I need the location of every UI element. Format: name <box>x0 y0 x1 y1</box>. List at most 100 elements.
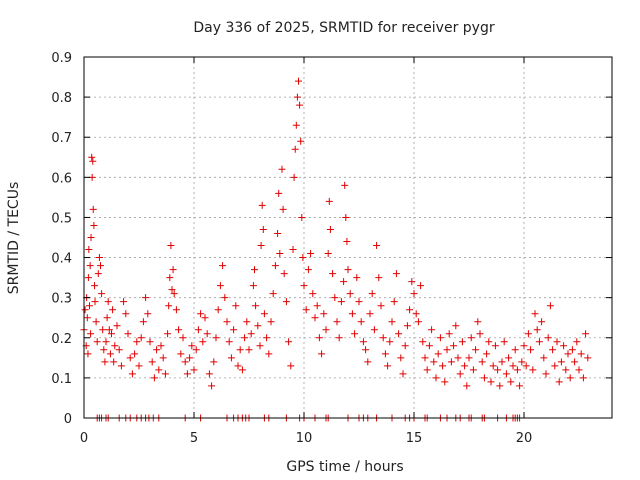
data-point <box>99 326 107 334</box>
data-point <box>146 338 154 346</box>
data-point <box>137 334 145 342</box>
data-point <box>313 302 321 310</box>
y-tick-label: 0.8 <box>51 91 72 106</box>
data-point <box>544 334 552 342</box>
data-point <box>551 362 559 370</box>
data-point <box>450 342 458 350</box>
data-point <box>232 302 240 310</box>
data-point <box>298 213 306 221</box>
data-point <box>87 330 95 338</box>
data-point <box>496 382 504 390</box>
data-point <box>87 234 95 241</box>
data-point <box>92 318 100 326</box>
data-point <box>133 338 141 346</box>
data-point <box>489 362 497 370</box>
data-point <box>299 254 307 262</box>
data-point <box>304 266 312 274</box>
data-point <box>257 242 265 250</box>
data-point <box>343 238 351 246</box>
data-point <box>399 370 407 378</box>
data-point <box>392 270 400 278</box>
data-point <box>172 306 180 314</box>
data-point <box>102 338 110 346</box>
data-point <box>212 334 220 342</box>
data-point <box>564 350 572 358</box>
data-point <box>271 262 279 270</box>
data-point <box>91 282 99 290</box>
data-point <box>297 137 305 145</box>
data-point <box>463 382 471 390</box>
y-tick-label: 0.3 <box>51 292 72 307</box>
data-point <box>403 322 411 330</box>
data-point <box>122 310 130 318</box>
x-tick-label: 15 <box>406 431 423 446</box>
data-point <box>155 366 163 374</box>
data-point <box>186 354 194 362</box>
data-point <box>379 334 387 342</box>
data-point <box>408 278 416 286</box>
data-point <box>179 334 187 342</box>
data-point <box>258 201 266 209</box>
data-point <box>192 346 200 354</box>
data-point <box>386 338 394 346</box>
grid-lines <box>84 57 612 418</box>
data-point <box>555 378 563 386</box>
data-point <box>368 290 376 298</box>
data-point <box>109 306 117 314</box>
data-point <box>117 362 125 370</box>
data-point <box>568 346 576 354</box>
data-point <box>516 382 524 390</box>
data-point <box>573 338 581 346</box>
data-point <box>364 358 372 366</box>
data-point <box>579 374 587 382</box>
data-point <box>584 354 592 362</box>
data-point <box>406 306 414 314</box>
data-point <box>524 330 532 338</box>
data-point <box>259 225 267 233</box>
data-point <box>562 366 570 374</box>
data-point <box>276 250 284 258</box>
data-point <box>265 350 273 358</box>
chart-title: Day 336 of 2025, SRMTID for receiver pyg… <box>193 20 494 36</box>
data-point <box>89 157 97 165</box>
data-point <box>124 330 132 338</box>
data-point <box>498 358 506 366</box>
x-tick-label: 20 <box>516 431 533 446</box>
data-point <box>86 302 93 310</box>
data-point <box>355 298 363 306</box>
data-point <box>285 338 293 346</box>
data-point <box>335 334 343 342</box>
data-point <box>320 310 328 318</box>
data-point <box>131 350 139 358</box>
data-point <box>168 286 176 294</box>
data-point <box>348 310 356 318</box>
x-tick-label: 5 <box>190 431 198 446</box>
data-point <box>280 270 288 278</box>
data-point <box>84 350 92 358</box>
data-point <box>351 330 359 338</box>
data-point <box>126 354 134 362</box>
data-point <box>181 358 189 366</box>
data-point <box>324 250 332 258</box>
data-point <box>388 318 396 326</box>
y-tick-label: 0.1 <box>51 372 72 387</box>
data-point <box>375 274 383 282</box>
data-point <box>85 246 93 254</box>
data-point <box>153 346 161 354</box>
data-point <box>105 326 113 334</box>
data-point <box>89 205 97 213</box>
data-point <box>461 362 469 370</box>
data-point <box>500 338 508 346</box>
data-point <box>292 121 300 129</box>
data-point <box>219 262 227 270</box>
data-point <box>290 173 298 181</box>
data-point <box>353 274 361 282</box>
data-point <box>238 366 246 374</box>
data-point <box>366 310 374 318</box>
data-point <box>340 278 348 286</box>
data-point <box>296 101 304 109</box>
data-point <box>93 338 101 346</box>
data-point <box>467 334 475 342</box>
data-point <box>234 362 242 370</box>
data-point <box>279 205 287 213</box>
